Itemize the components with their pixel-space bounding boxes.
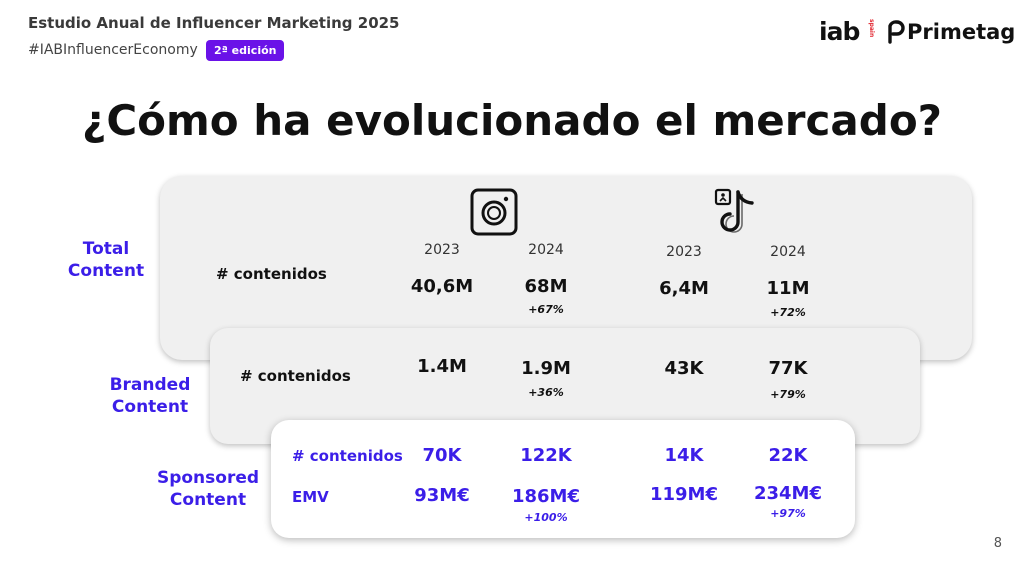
sponsored-count-ig-2023: 70K — [422, 445, 462, 466]
instagram-icon — [470, 188, 518, 240]
sponsored-emv-ig-2023: 93M€ — [414, 485, 470, 506]
page-number: 8 — [993, 536, 1002, 551]
iab-logo: iab — [819, 17, 860, 46]
year-tiktok-2023: 2023 — [666, 244, 702, 260]
year-tiktok-2024: 2024 — [770, 244, 806, 260]
total-content-label: Total Content — [67, 239, 145, 281]
sponsored-emv-tt-growth: +97% — [770, 507, 806, 520]
sponsored-emv-ig-growth: +100% — [524, 511, 568, 524]
iab-logo-sub: spain — [868, 19, 875, 38]
total-tt-2023: 6,4M — [659, 278, 709, 299]
primetag-wordmark: Primetag — [907, 20, 1016, 44]
branded-ig-2023: 1.4M — [417, 356, 467, 377]
sponsored-content-panel — [271, 420, 855, 538]
sponsored-count-tt-2024: 22K — [768, 445, 808, 466]
branded-ig-2024: 1.9M — [521, 358, 571, 379]
sponsored-emv-tt-2024: 234M€ — [753, 483, 822, 504]
study-title: Estudio Anual de Influencer Marketing 20… — [28, 14, 400, 32]
primetag-p-icon — [888, 20, 905, 44]
sponsored-content-label: Sponsored Content — [156, 468, 260, 510]
year-instagram-2023: 2023 — [424, 242, 460, 258]
branded-tt-2023: 43K — [664, 358, 704, 379]
sponsored-row1-label: # contenidos — [292, 447, 403, 465]
hashtag: #IABInfluencerEconomy — [28, 42, 198, 58]
sponsored-count-tt-2023: 14K — [664, 445, 704, 466]
total-tt-growth: +72% — [770, 306, 806, 319]
total-tt-2024: 11M — [766, 278, 810, 299]
page-title: ¿Cómo ha evolucionado el mercado? — [81, 96, 943, 145]
branded-content-label: Branded Content — [109, 375, 191, 417]
edition-badge: 2ª edición — [206, 40, 285, 61]
total-ig-growth: +67% — [528, 303, 564, 316]
tiktok-icon — [712, 186, 760, 244]
branded-tt-growth: +79% — [770, 388, 806, 401]
branded-tt-2024: 77K — [768, 358, 808, 379]
branded-ig-growth: +36% — [528, 386, 564, 399]
sponsored-emv-tt-2023: 119M€ — [649, 484, 718, 505]
sponsored-emv-ig-2024: 186M€ — [511, 486, 580, 507]
branded-row-label: # contenidos — [240, 367, 351, 385]
sponsored-row2-label: EMV — [292, 488, 329, 506]
primetag-logo: Primetag — [886, 20, 1015, 44]
total-ig-2024: 68M — [524, 276, 568, 297]
total-ig-2023: 40,6M — [410, 276, 474, 297]
total-row-label: # contenidos — [216, 265, 327, 283]
sponsored-count-ig-2024: 122K — [520, 445, 572, 466]
year-instagram-2024: 2024 — [528, 242, 564, 258]
